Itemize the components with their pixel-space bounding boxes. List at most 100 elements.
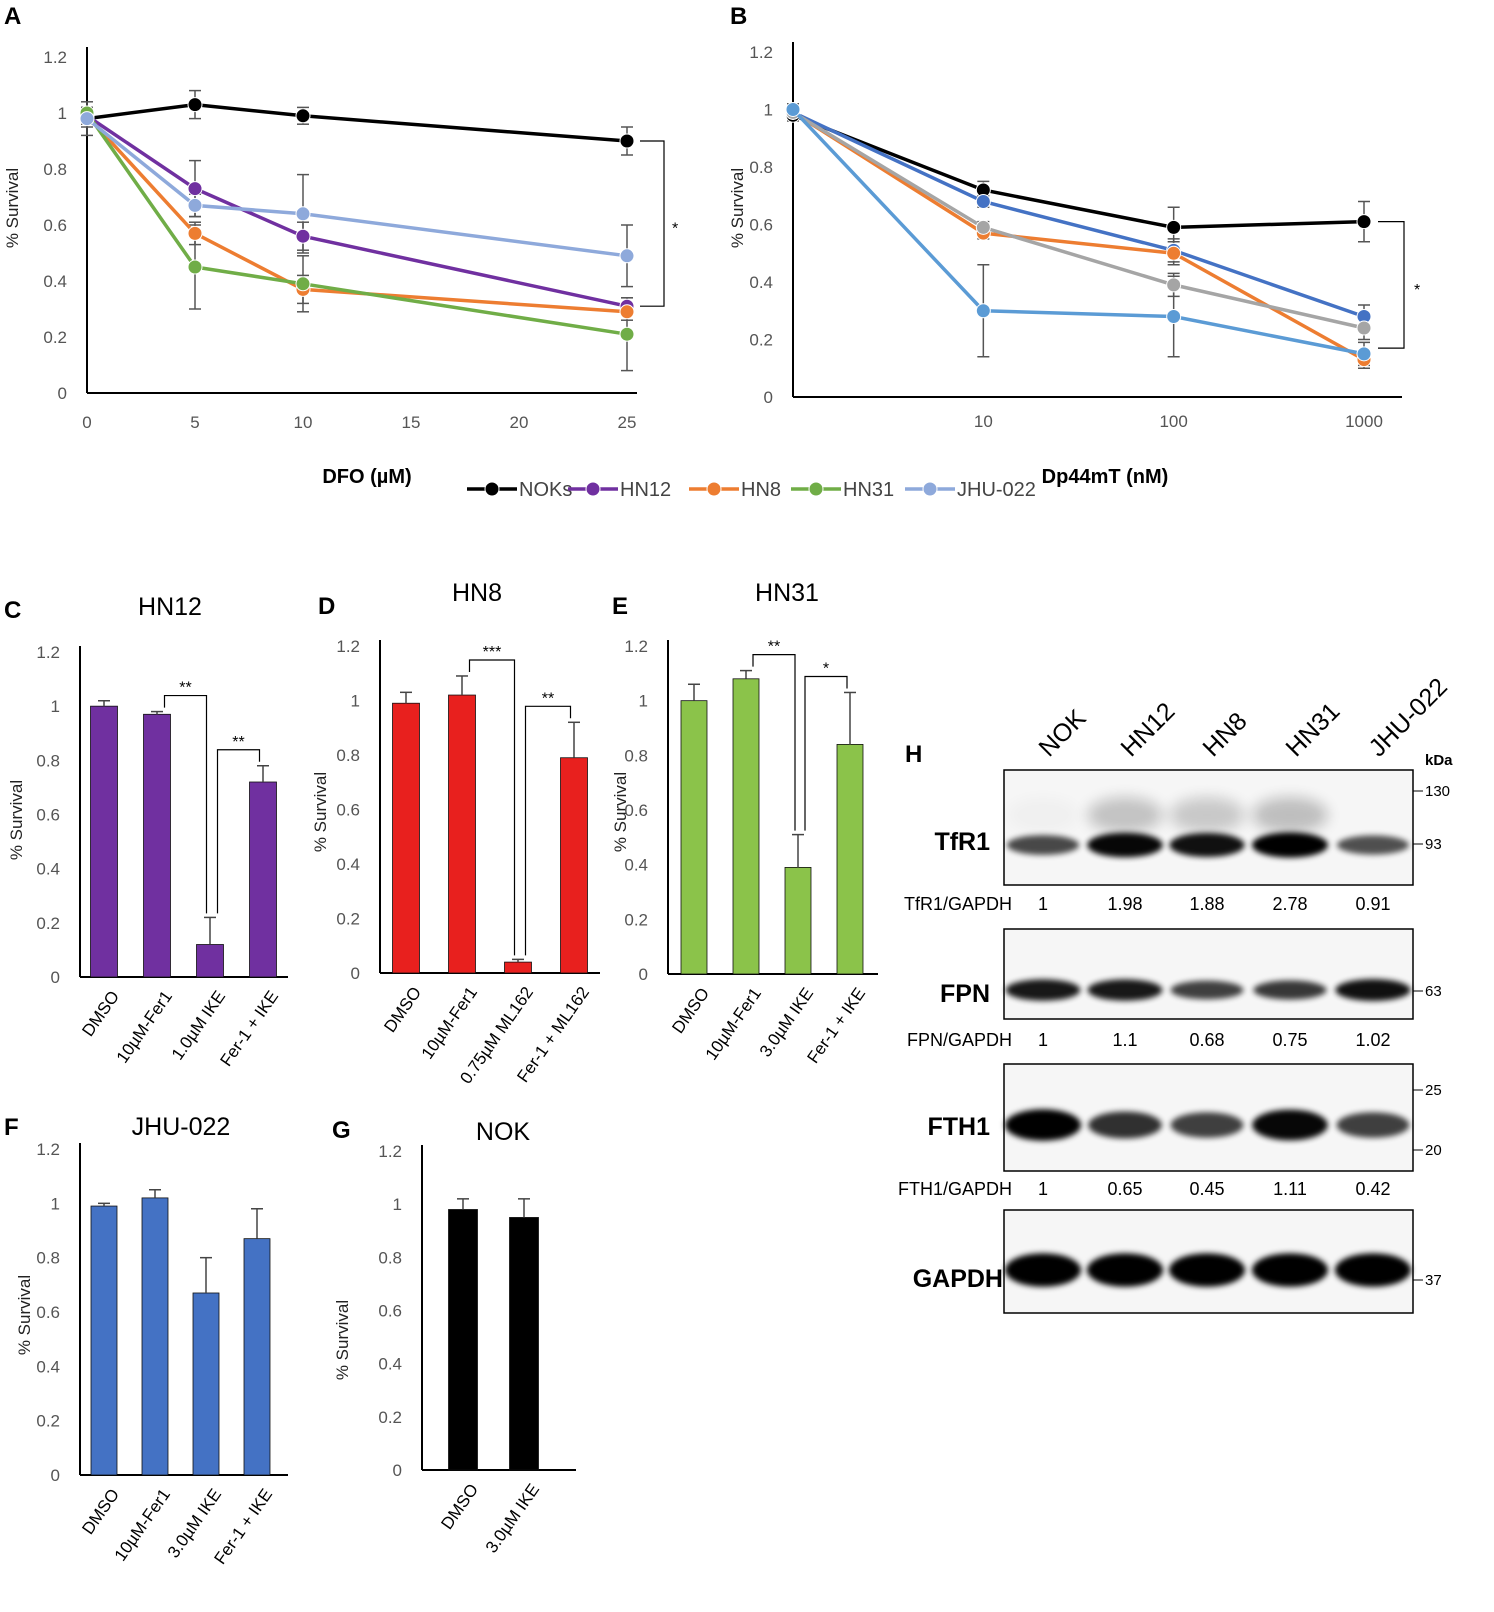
series-line-a-hn8 xyxy=(85,114,628,314)
x-tick-label-a: 10 xyxy=(294,413,313,432)
data-point-a xyxy=(187,197,203,213)
panel-title-c: HN12 xyxy=(138,593,202,621)
series-line-b-light-blue xyxy=(791,108,1365,356)
panel-a: A DFO (µM) % Survival 0 0.2 0.4 0.6 0.8 1 1.2 0… xyxy=(3,3,678,488)
significance-label-d: *** xyxy=(483,644,502,661)
y-tick-label-b: 0.6 xyxy=(749,216,773,235)
protein-label-gapdh: GAPDH xyxy=(913,1265,1003,1293)
bar-d-2 xyxy=(448,694,476,974)
bar-e-4 xyxy=(836,744,864,975)
legend-label-hn12: HN12 xyxy=(620,479,671,501)
bar-f-1 xyxy=(90,1205,118,1476)
data-point-a xyxy=(295,206,311,222)
y-tick-label-g: 0.6 xyxy=(378,1302,402,1321)
y-tick-label-e: 1 xyxy=(639,692,648,711)
mw-marker-93: 93 xyxy=(1425,836,1442,853)
blot-band-fpn xyxy=(1335,979,1411,1001)
lane-label-hn8: HN8 xyxy=(1197,707,1252,762)
blot-smear-tfr1 xyxy=(1169,797,1245,833)
y-tick-label-b: 1 xyxy=(764,101,773,120)
significance-label-c: ** xyxy=(232,734,244,751)
x-tick-label-a: 15 xyxy=(402,413,421,432)
bar-f-3 xyxy=(192,1292,220,1476)
y-tick-label-e: 0.2 xyxy=(624,910,648,929)
ratio-value-tfr1: 1.98 xyxy=(1107,894,1142,914)
y-tick-label-f: 1.2 xyxy=(36,1140,60,1159)
category-label-d: DMSO xyxy=(380,983,425,1036)
lane-label-hn12: HN12 xyxy=(1115,697,1180,762)
blot-band-fth1 xyxy=(1252,1109,1328,1141)
y-tick-label-a: 1 xyxy=(58,104,67,123)
data-point-a xyxy=(187,97,203,113)
significance-bracket-a xyxy=(640,140,665,307)
panel-d: D HN8 % Survival 0 0.2 0.4 0.6 0.8 1 1.2 DMSO10… xyxy=(311,579,600,1087)
ratio-value-fth1: 0.45 xyxy=(1189,1179,1224,1199)
x-tick-label-a: 20 xyxy=(510,413,529,432)
x-tick-label-a: 5 xyxy=(190,413,199,432)
ratio-value-fpn: 1 xyxy=(1038,1030,1048,1050)
panel-label-c: C xyxy=(4,597,21,624)
legend-label-noks: NOKs xyxy=(519,479,572,501)
mw-marker-37: 37 xyxy=(1425,1272,1442,1289)
y-axis-title-d: % Survival xyxy=(311,772,330,852)
y-tick-label-e: 0.8 xyxy=(624,746,648,765)
y-tick-label-d: 0.6 xyxy=(336,801,360,820)
protein-label-tfr1: TfR1 xyxy=(934,828,990,856)
protein-label-fth1: FTH1 xyxy=(928,1113,991,1141)
panel-title-d: HN8 xyxy=(452,579,502,607)
category-label-c: DMSO xyxy=(78,987,123,1040)
data-point-b xyxy=(1166,309,1182,324)
panel-label-f: F xyxy=(4,1114,19,1141)
panel-h-western-blot: H kDa NOK HN12 HN8 HN31 JHU-022 TfR1 130 93 TfR1… xyxy=(898,673,1453,1314)
blot-band-gapdh xyxy=(1335,1253,1411,1287)
data-point-a xyxy=(79,111,95,127)
data-point-b xyxy=(1356,346,1372,362)
y-tick-label-f: 0.4 xyxy=(36,1357,60,1376)
y-tick-label-b: 0.8 xyxy=(749,158,773,177)
data-point-b xyxy=(975,194,991,209)
bar-g-2 xyxy=(509,1217,539,1471)
y-tick-label-g: 0.2 xyxy=(378,1408,402,1427)
panel-label-b: B xyxy=(730,3,747,30)
significance-label-e: * xyxy=(823,660,829,677)
y-tick-label-g: 1.2 xyxy=(378,1142,402,1161)
data-point-a xyxy=(187,181,203,197)
legend-label-hn31: HN31 xyxy=(843,479,894,501)
y-tick-label-g: 0.8 xyxy=(378,1248,402,1267)
y-tick-label-b: 0 xyxy=(764,388,773,407)
significance-bracket-e xyxy=(804,675,848,831)
blot-band-fpn xyxy=(1005,979,1081,1001)
blot-band-tfr1 xyxy=(1337,835,1409,855)
data-point-a xyxy=(619,248,635,264)
ratio-value-fth1: 0.65 xyxy=(1107,1179,1142,1199)
bar-e-1 xyxy=(680,700,708,975)
x-axis-title-a: DFO (µM) xyxy=(322,466,411,488)
significance-bracket-c xyxy=(163,694,208,914)
y-tick-label-e: 0.4 xyxy=(624,856,648,875)
legend-swatch-marker xyxy=(484,481,500,497)
y-tick-label-c: 1.2 xyxy=(36,643,60,662)
lane-label-hn31: HN31 xyxy=(1280,697,1345,762)
data-point-b xyxy=(975,219,991,235)
y-tick-label-g: 1 xyxy=(393,1195,402,1214)
y-tick-label-b: 0.4 xyxy=(749,273,773,292)
bar-g-1 xyxy=(448,1209,478,1471)
ratio-value-fpn: 0.75 xyxy=(1272,1030,1307,1050)
category-label-g: DMSO xyxy=(437,1480,482,1533)
data-point-a xyxy=(187,259,203,275)
ratio-value-tfr1: 1.88 xyxy=(1189,894,1224,914)
data-point-a xyxy=(619,133,635,149)
bar-d-3 xyxy=(504,961,532,974)
y-tick-label-d: 0.4 xyxy=(336,855,360,874)
y-tick-label-f: 0.8 xyxy=(36,1249,60,1268)
panel-label-g: G xyxy=(332,1117,351,1144)
panel-title-g: NOK xyxy=(476,1118,531,1146)
data-point-b xyxy=(1166,245,1182,261)
blot-band-gapdh xyxy=(1087,1253,1163,1287)
x-tick-label-b: 10 xyxy=(974,412,993,431)
ratio-value-tfr1: 2.78 xyxy=(1272,894,1307,914)
y-tick-label-c: 1 xyxy=(51,697,60,716)
significance-label-b: * xyxy=(1414,282,1420,299)
significance-bracket-e xyxy=(752,653,796,831)
